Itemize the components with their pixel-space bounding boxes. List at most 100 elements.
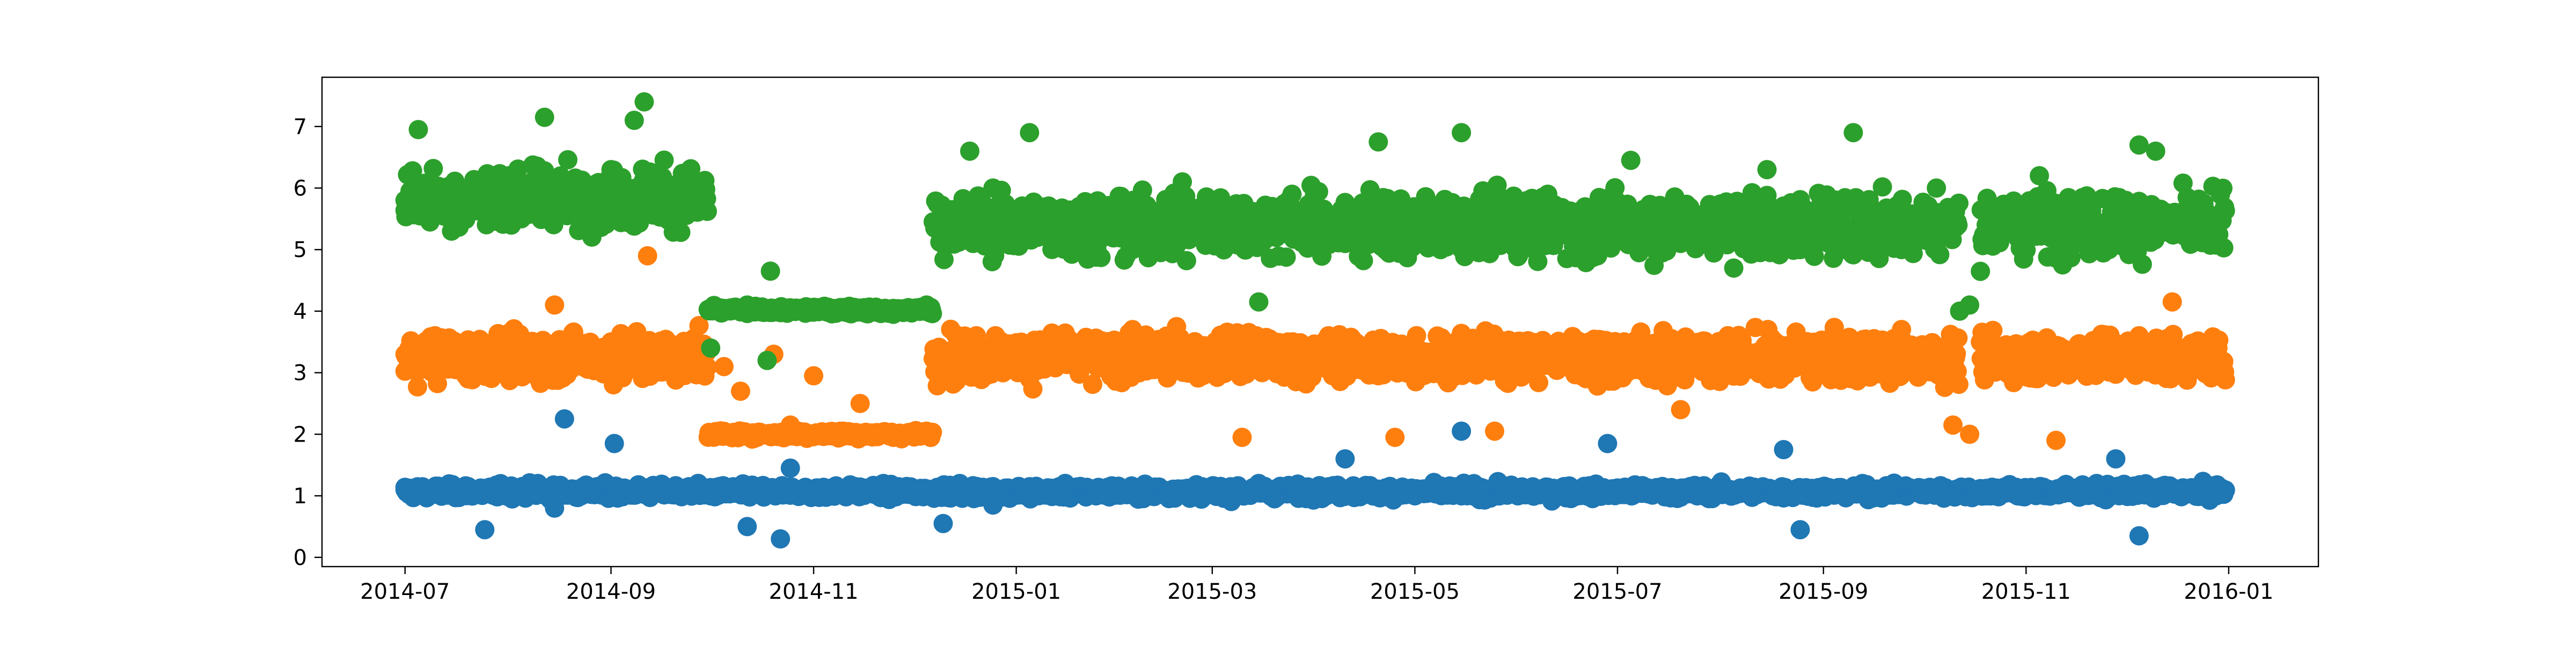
band-point	[1948, 328, 1968, 348]
data-point	[1305, 483, 1325, 503]
data-point	[1468, 480, 1488, 500]
data-point	[780, 415, 800, 435]
data-point	[604, 434, 624, 453]
data-point	[1621, 344, 1641, 364]
data-point	[1123, 480, 1143, 500]
data-point	[714, 357, 734, 377]
data-point	[1827, 480, 1847, 500]
data-point	[2162, 480, 2182, 500]
data-point	[1913, 480, 1933, 500]
data-point	[2129, 326, 2149, 346]
data-point	[747, 428, 767, 447]
data-point	[1166, 483, 1185, 503]
series-layer	[395, 92, 2235, 549]
data-point	[1521, 332, 1541, 352]
data-point	[730, 381, 750, 401]
series-1	[395, 409, 2235, 549]
data-point	[1508, 486, 1528, 506]
data-point	[458, 369, 478, 389]
band-point	[408, 377, 427, 397]
data-point	[561, 357, 581, 377]
data-point	[1554, 476, 1574, 496]
data-point	[1671, 400, 1690, 420]
data-point	[933, 344, 953, 364]
data-point	[1637, 480, 1657, 500]
data-point	[917, 480, 936, 500]
band-point	[654, 150, 674, 170]
data-point	[2206, 350, 2226, 370]
data-point	[804, 366, 824, 386]
data-point	[664, 480, 684, 500]
data-point	[817, 483, 837, 503]
data-point	[701, 486, 721, 506]
data-point	[395, 344, 415, 364]
data-point	[1053, 483, 1073, 503]
data-point	[1123, 320, 1143, 340]
band-point	[698, 201, 717, 221]
data-point	[475, 520, 495, 540]
data-point	[1232, 428, 1252, 447]
data-point	[1086, 486, 1106, 506]
data-point	[1020, 480, 1040, 500]
data-point	[1335, 449, 1355, 469]
data-point	[498, 480, 518, 500]
band-point	[2215, 370, 2235, 390]
data-point	[2106, 449, 2126, 469]
data-point	[545, 498, 565, 518]
data-point	[1877, 483, 1897, 503]
data-point	[1687, 486, 1707, 506]
data-point	[1405, 486, 1425, 506]
band-point	[423, 159, 443, 179]
data-point	[1977, 350, 1996, 370]
data-point	[638, 246, 657, 266]
band-point	[428, 373, 448, 393]
data-point	[2030, 332, 2050, 352]
data-point	[1385, 428, 1405, 447]
data-point	[425, 483, 445, 503]
data-point	[1790, 520, 1810, 540]
data-point	[780, 458, 800, 478]
data-point	[883, 428, 903, 447]
data-point	[578, 480, 598, 500]
data-point	[2129, 526, 2149, 546]
data-point	[701, 424, 721, 444]
data-point	[1202, 480, 1222, 500]
data-point	[883, 486, 903, 506]
data-point	[1485, 421, 1504, 441]
data-point	[554, 409, 574, 429]
data-point	[1724, 338, 1744, 358]
data-point	[1249, 474, 1269, 494]
band-point	[1529, 373, 1548, 392]
data-point	[833, 421, 853, 441]
data-point	[1368, 366, 1388, 386]
series-3	[395, 92, 2235, 370]
data-point	[545, 295, 565, 315]
data-point	[1216, 338, 1235, 358]
data-point	[395, 480, 415, 500]
data-point	[771, 529, 791, 549]
series-2	[395, 246, 2235, 450]
data-point	[1173, 357, 1192, 377]
data-point	[2046, 430, 2066, 450]
data-point	[850, 480, 870, 500]
data-point	[950, 474, 970, 494]
data-point	[1774, 440, 1794, 459]
data-point	[1960, 424, 1980, 444]
data-point	[1020, 369, 1040, 389]
band-point	[1949, 375, 1968, 394]
data-point	[1927, 344, 1946, 364]
band-point	[2209, 330, 2229, 350]
data-point	[631, 483, 651, 503]
data-point	[1265, 350, 1285, 370]
data-point	[850, 394, 870, 413]
data-point	[498, 338, 518, 358]
data-point	[1977, 486, 1996, 506]
data-point	[917, 421, 936, 441]
data-point	[933, 513, 953, 533]
data-point	[1070, 344, 1089, 364]
data-point	[664, 350, 684, 370]
data-point	[601, 332, 621, 352]
data-point	[458, 476, 478, 496]
